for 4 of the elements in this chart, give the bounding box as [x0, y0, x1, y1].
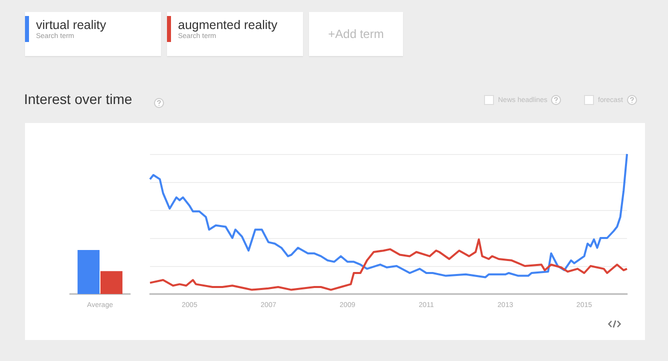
legend-label: augmented reality — [178, 18, 278, 32]
legend-label: virtual reality — [36, 18, 108, 32]
chart-title: Interest over time — [24, 91, 132, 107]
text: +Add term — [309, 12, 403, 56]
